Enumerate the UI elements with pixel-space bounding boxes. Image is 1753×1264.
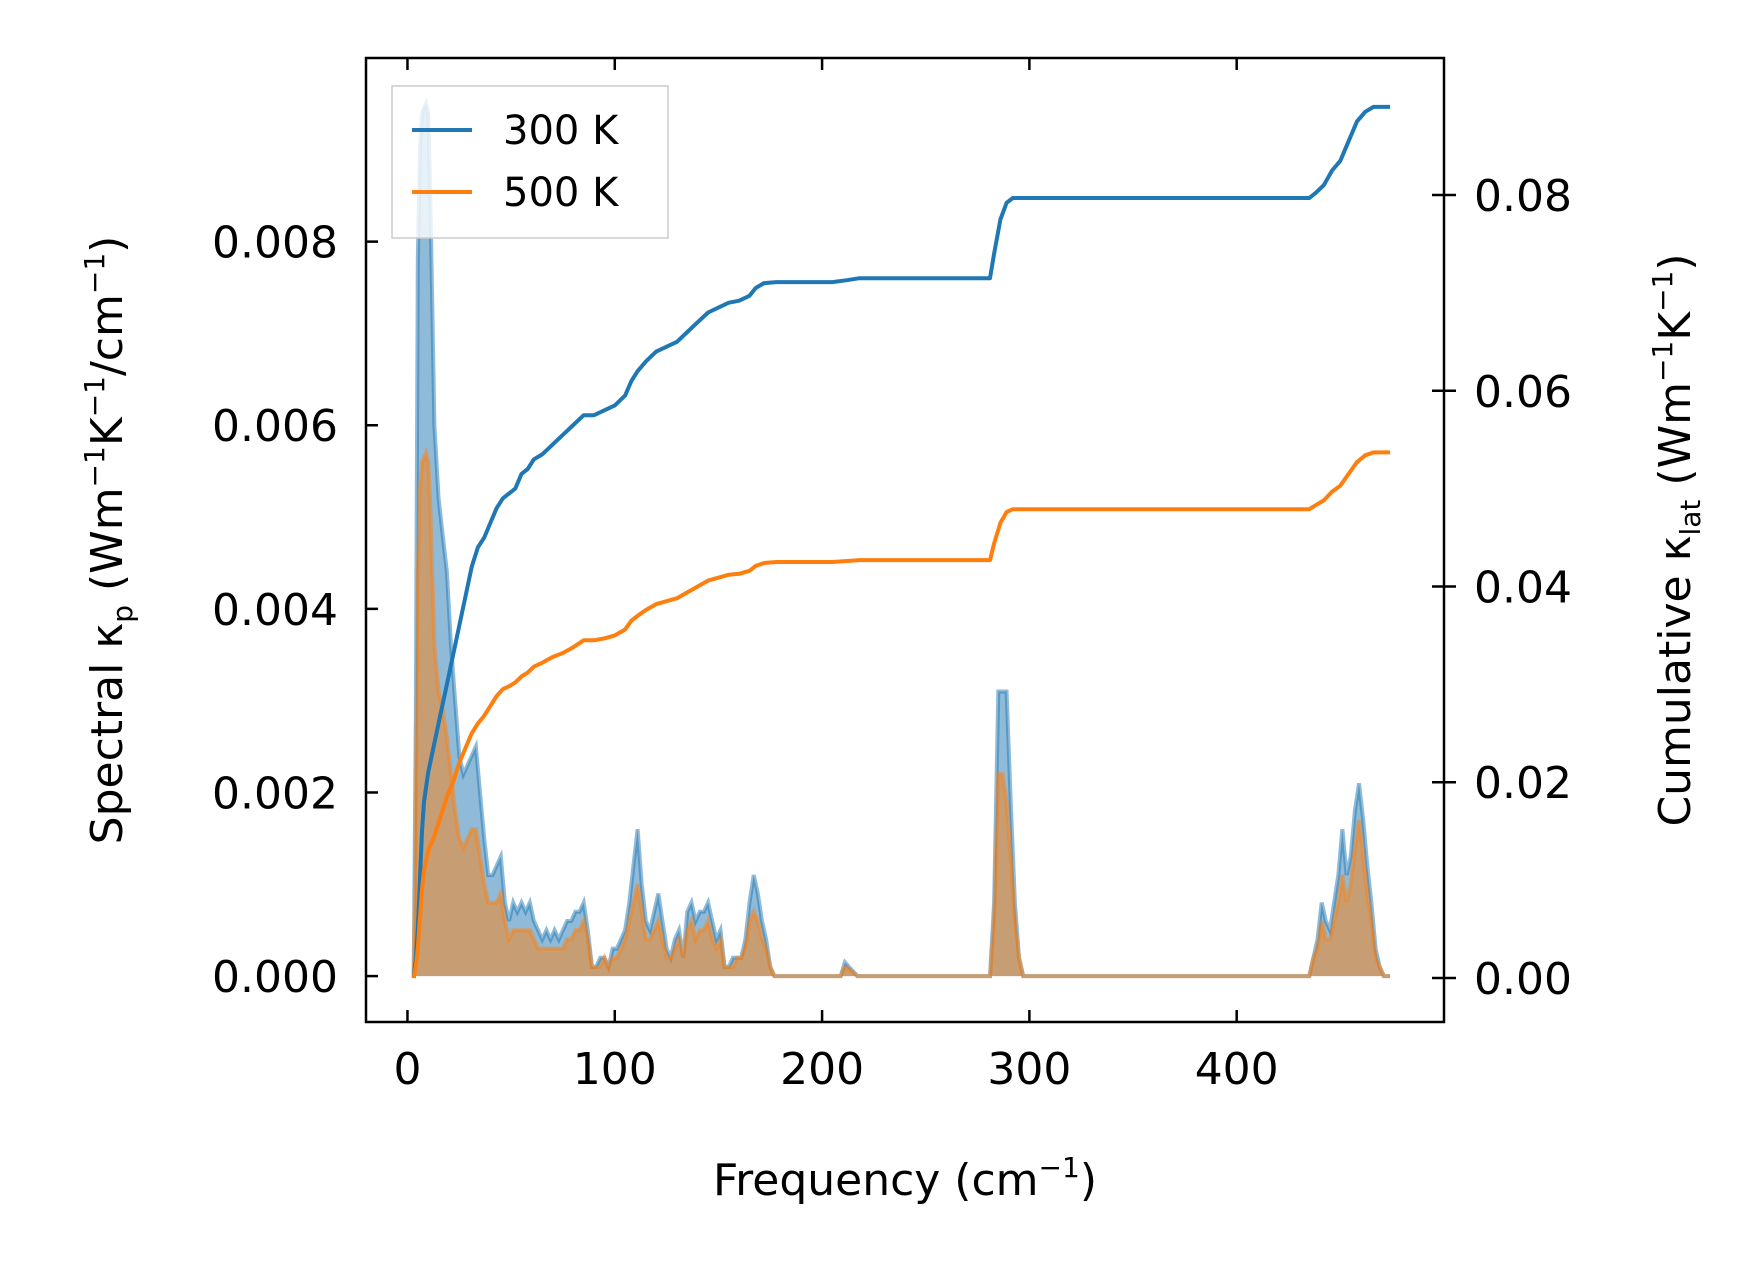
legend: 300 K 500 K [391,85,669,239]
y-right-tick-label: 0.08 [1474,171,1572,222]
y-left-tick-label: 0.006 [212,401,338,452]
y-left-tick-label: 0.002 [212,768,338,819]
y-right-axis-title: Cumulative κlat (Wm−1K−1) [1646,253,1707,826]
spectral-edge-500k [411,446,1391,979]
x-tick-label: 400 [1195,1044,1279,1095]
y-left-tick-label: 0.008 [212,218,338,269]
x-tick-label: 300 [987,1044,1071,1095]
y-left-axis-title: Spectral κp (Wm−1K−1/cm−1) [78,236,139,845]
x-tick-label: 0 [393,1044,421,1095]
x-tick-label: 100 [573,1044,657,1095]
y-left-tick-label: 0.004 [212,585,338,636]
y-right-tick-label: 0.04 [1474,562,1572,613]
x-tick-label: 200 [780,1044,864,1095]
plot-frame [364,56,1446,1024]
x-axis-ticks: 0 100 200 300 400 [393,58,1279,1095]
legend-box [391,85,669,239]
y-right-axis-ticks: 0.00 0.02 0.04 0.06 0.08 [1432,171,1572,1005]
cumulative-line-500k [411,450,1391,979]
y-right-tick-label: 0.06 [1474,367,1572,418]
spectral-fills [411,97,1391,979]
y-left-tick-label: 0.000 [212,952,338,1003]
x-axis-title: Frequency (cm−1) [713,1151,1097,1206]
y-right-tick-label: 0.02 [1474,758,1572,809]
legend-label-300k: 300 K [503,108,620,154]
y-left-axis-ticks: 0.000 0.002 0.004 0.006 0.008 [212,218,378,1003]
y-right-tick-label: 0.00 [1474,954,1572,1005]
legend-label-500k: 500 K [503,170,620,216]
cumulative-lines [411,104,1391,979]
cumulative-line-300k [411,104,1391,979]
